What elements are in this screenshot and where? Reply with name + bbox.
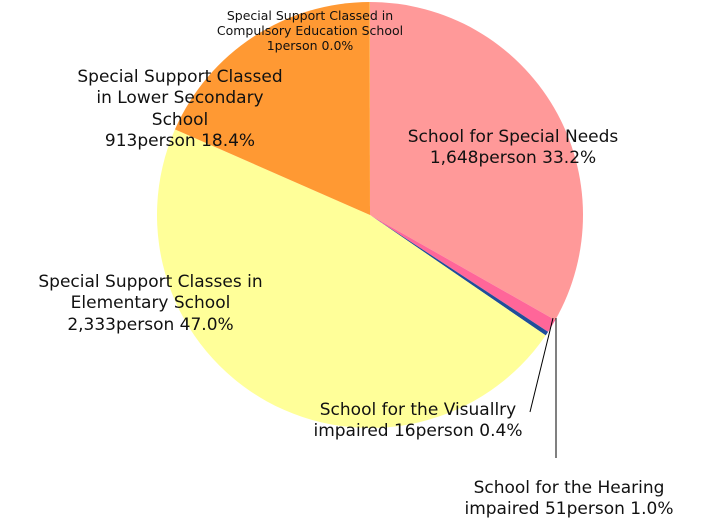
category-label: School for the Visuallry impaired: [313, 400, 517, 442]
percent-label: 1.0%: [630, 499, 674, 520]
value-label: 51person: [544, 499, 625, 520]
pie-slice: [156, 129, 546, 429]
percent-label: 33.2%: [542, 148, 597, 169]
leader-line: [529, 317, 554, 413]
category-label: Special Support Classed in Compulsory Ed…: [216, 8, 404, 38]
value-label: 2,333person: [67, 314, 175, 335]
slice-label: Special Support Classed in Lower Seconda…: [75, 67, 285, 152]
slice-label: Special Support Classes in Elementary Sc…: [8, 272, 293, 336]
percent-label: 0.0%: [321, 38, 354, 53]
slice-label: School for the Visuallry impaired 16pers…: [290, 400, 546, 443]
percent-label: 0.4%: [479, 421, 523, 442]
slice-label: School for the Hearing impaired 51person…: [434, 478, 704, 521]
category-label: Special Support Classed in Lower Seconda…: [77, 67, 283, 130]
value-label: 913person: [104, 130, 196, 151]
pie-slice: [174, 2, 370, 216]
percent-label: 18.4%: [201, 130, 256, 151]
pie-slice: [370, 2, 583, 321]
slice-label: School for Special Needs 1,648person 33.2…: [383, 127, 643, 170]
percent-label: 47.0%: [179, 314, 234, 335]
category-label: School for the Hearing impaired: [464, 478, 665, 520]
value-label: 1,648person: [429, 148, 537, 169]
category-label: School for Special Needs: [407, 127, 619, 147]
value-label: 1person: [266, 38, 318, 53]
slice-label: Special Support Classed in Compulsory Ed…: [190, 8, 430, 53]
category-label: Special Support Classes in Elementary Sc…: [38, 272, 263, 314]
value-label: 16person: [393, 421, 474, 442]
pie-slice: [370, 215, 549, 336]
pie-slice: [370, 215, 556, 332]
